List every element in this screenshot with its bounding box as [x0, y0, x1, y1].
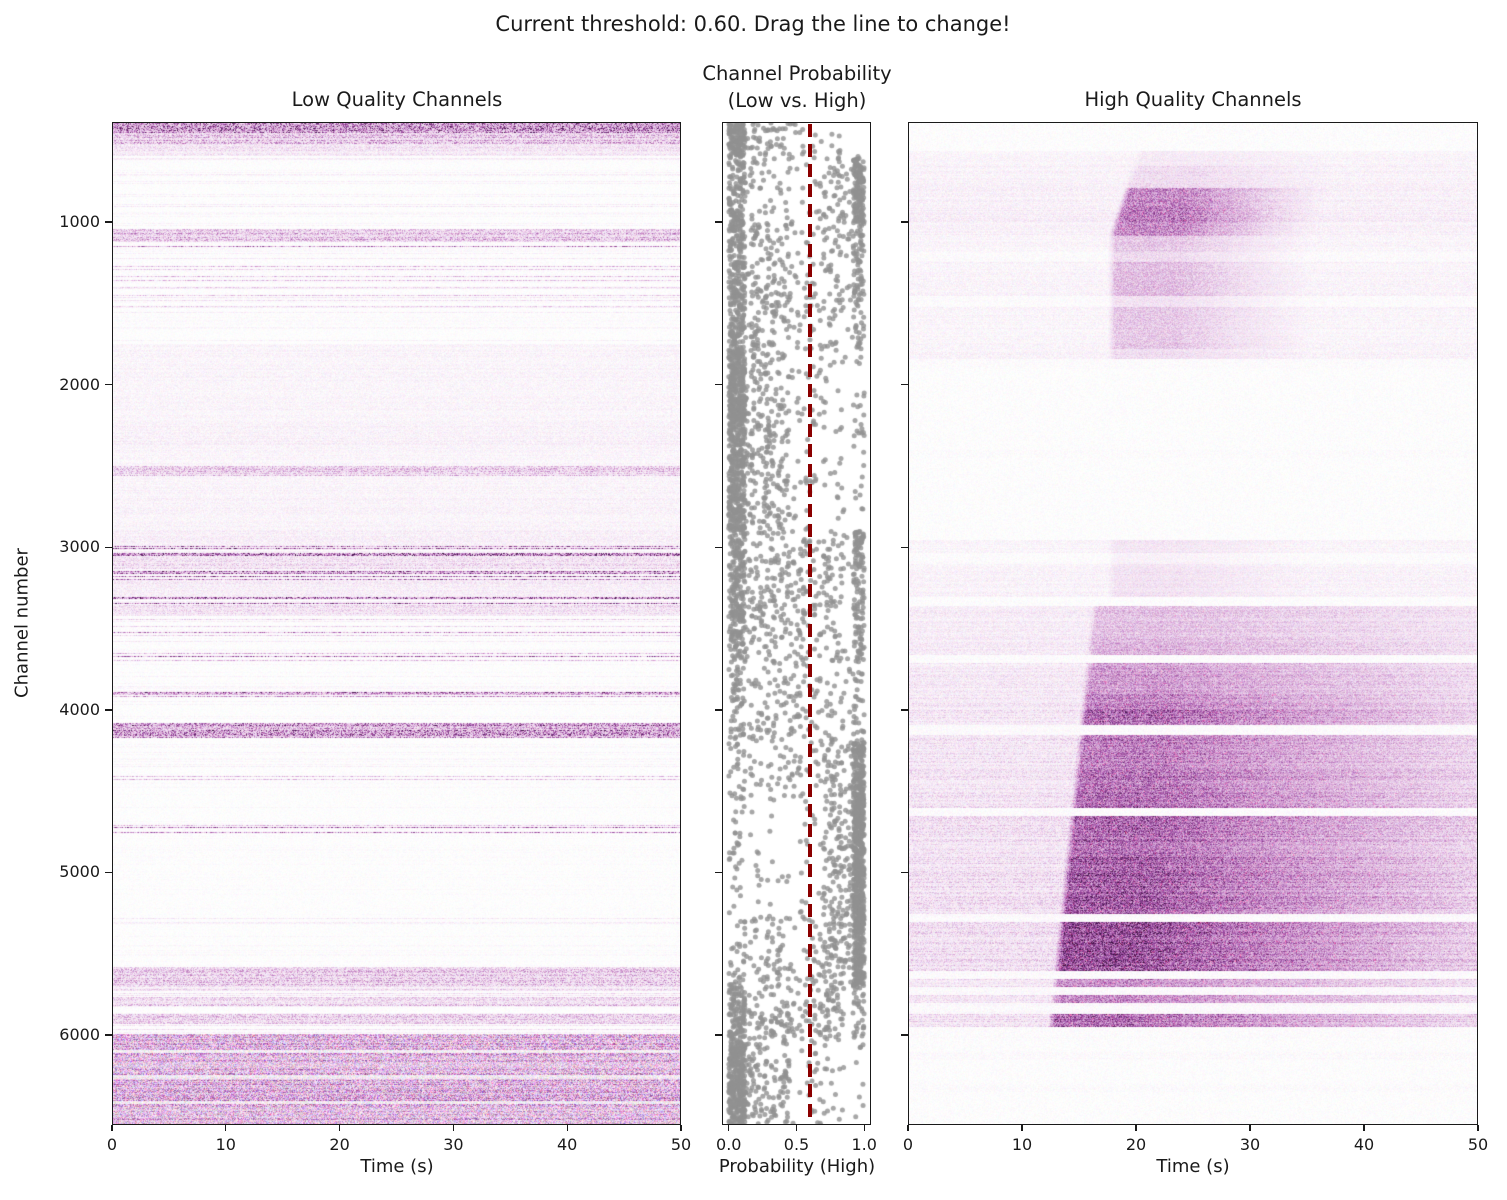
prob-x-tick-mark	[728, 1125, 730, 1131]
y-tick-mark	[105, 221, 112, 223]
high-x-tick-mark	[1363, 1125, 1365, 1131]
low-x-tick-label: 30	[443, 1135, 464, 1154]
low-x-tick-label: 10	[215, 1135, 236, 1154]
prob-panel-title-line1: Channel Probability	[702, 62, 892, 85]
y-tick-label: 1000	[59, 212, 100, 231]
low-x-tick-label: 0	[106, 1135, 118, 1154]
low-panel-title: Low Quality Channels	[291, 88, 503, 111]
y-tick-mark	[901, 1034, 908, 1036]
y-tick-mark	[105, 383, 112, 386]
low-x-tick-label: 40	[557, 1135, 578, 1154]
high-x-tick-mark	[1135, 1125, 1137, 1131]
low-quality-heatmap	[112, 122, 681, 1125]
high-quality-heatmap	[908, 122, 1478, 1125]
y-tick-mark	[715, 871, 722, 874]
y-tick-mark	[105, 709, 112, 711]
high-x-tick-mark	[1477, 1125, 1479, 1131]
y-tick-mark	[715, 1034, 722, 1036]
prob-panel-title-line2: (Low vs. High)	[727, 89, 867, 112]
y-tick-mark	[901, 709, 908, 711]
high-x-tick-mark	[1249, 1125, 1251, 1131]
prob-panel-title: Channel Probability (Low vs. High)	[702, 60, 891, 114]
y-tick-label: 5000	[59, 862, 100, 882]
y-tick-label: 2000	[59, 374, 100, 394]
y-tick-label: 6000	[59, 1025, 100, 1045]
high-x-tick-label: 10	[1011, 1135, 1033, 1154]
y-tick-mark	[901, 871, 908, 874]
low-quality-heatmap-panel	[112, 122, 681, 1125]
prob-x-tick-label: 0.0	[716, 1135, 742, 1154]
probability-scatter	[722, 122, 871, 1125]
y-tick-label: 4000	[59, 699, 100, 719]
y-tick-mark	[715, 221, 722, 223]
y-tick-mark	[715, 546, 722, 548]
high-x-tick-label: 50	[1467, 1135, 1489, 1154]
low-x-tick-mark	[225, 1125, 227, 1131]
high-x-tick-mark	[1021, 1125, 1023, 1131]
low-x-tick-mark	[680, 1125, 682, 1131]
prob-x-axis-label: Probability (High)	[718, 1156, 876, 1177]
y-tick-mark	[105, 546, 112, 548]
prob-x-tick-mark	[863, 1125, 865, 1131]
y-tick-mark	[715, 383, 722, 386]
figure-title: Current threshold: 0.60. Drag the line t…	[495, 12, 1011, 36]
high-x-tick-label: 30	[1239, 1135, 1261, 1154]
low-x-tick-mark	[111, 1125, 113, 1131]
y-tick-label: 3000	[59, 537, 100, 557]
high-x-tick-label: 0	[902, 1135, 914, 1154]
prob-x-tick-label: 0.5	[783, 1135, 810, 1154]
y-tick-mark	[715, 709, 722, 711]
high-x-tick-label: 40	[1353, 1135, 1375, 1154]
high-panel-title: High Quality Channels	[1084, 88, 1302, 111]
high-x-tick-mark	[907, 1125, 909, 1131]
y-tick-mark	[901, 221, 908, 223]
y-tick-mark	[105, 871, 112, 874]
y-tick-mark	[105, 1034, 112, 1036]
low-x-tick-label: 20	[329, 1135, 350, 1154]
y-axis-label: Channel number	[11, 548, 33, 698]
low-x-tick-mark	[452, 1125, 455, 1131]
y-tick-mark	[901, 546, 908, 548]
threshold-line[interactable]	[808, 124, 813, 1123]
prob-x-tick-label: 1.0	[851, 1135, 877, 1154]
prob-x-tick-mark	[795, 1125, 798, 1131]
probability-scatter-panel	[722, 122, 871, 1125]
low-x-tick-mark	[338, 1125, 341, 1131]
high-x-axis-label: Time (s)	[1156, 1156, 1230, 1177]
high-x-tick-label: 20	[1125, 1135, 1147, 1154]
y-tick-mark	[901, 383, 908, 386]
low-x-tick-label: 50	[670, 1135, 692, 1154]
high-quality-heatmap-panel	[908, 122, 1478, 1125]
low-x-tick-mark	[566, 1125, 568, 1131]
low-x-axis-label: Time (s)	[360, 1156, 434, 1177]
